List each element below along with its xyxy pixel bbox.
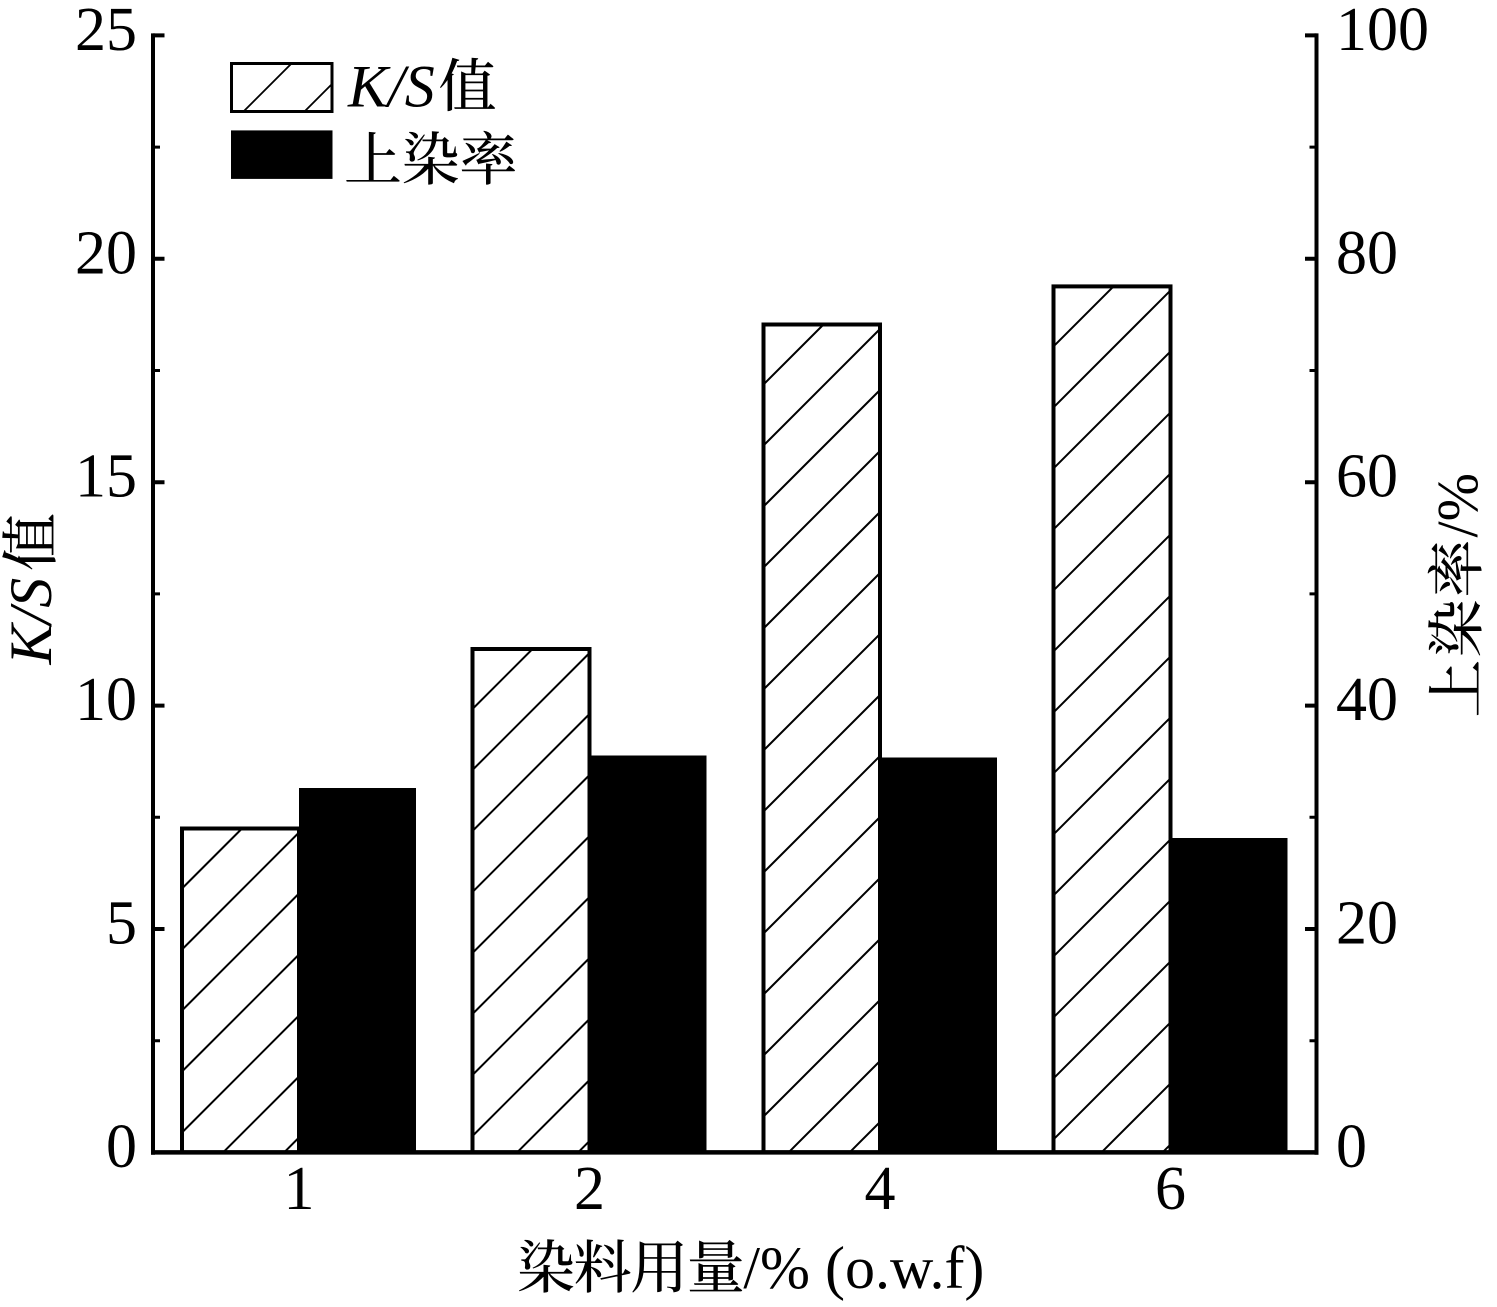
svg-text:0: 0 xyxy=(1336,1113,1367,1181)
svg-text:4: 4 xyxy=(865,1155,896,1223)
svg-text:10: 10 xyxy=(75,666,137,734)
svg-text:15: 15 xyxy=(75,443,137,511)
svg-text:60: 60 xyxy=(1336,443,1398,511)
svg-text:K/S: K/S xyxy=(347,54,435,120)
svg-text:1: 1 xyxy=(284,1155,315,1223)
svg-text:20: 20 xyxy=(75,219,137,287)
svg-text:K/S: K/S xyxy=(0,578,64,666)
svg-text:2: 2 xyxy=(574,1155,605,1223)
svg-text:25: 25 xyxy=(75,0,137,64)
svg-text:80: 80 xyxy=(1336,219,1398,287)
svg-text:40: 40 xyxy=(1336,666,1398,734)
svg-text:0: 0 xyxy=(106,1113,137,1181)
svg-text:5: 5 xyxy=(106,890,137,958)
svg-text:100: 100 xyxy=(1336,0,1429,64)
svg-text:/%: /% xyxy=(1425,473,1490,537)
svg-text:6: 6 xyxy=(1155,1155,1186,1223)
svg-text:/% (o.w.f): /% (o.w.f) xyxy=(743,1235,984,1301)
svg-text:20: 20 xyxy=(1336,890,1398,958)
